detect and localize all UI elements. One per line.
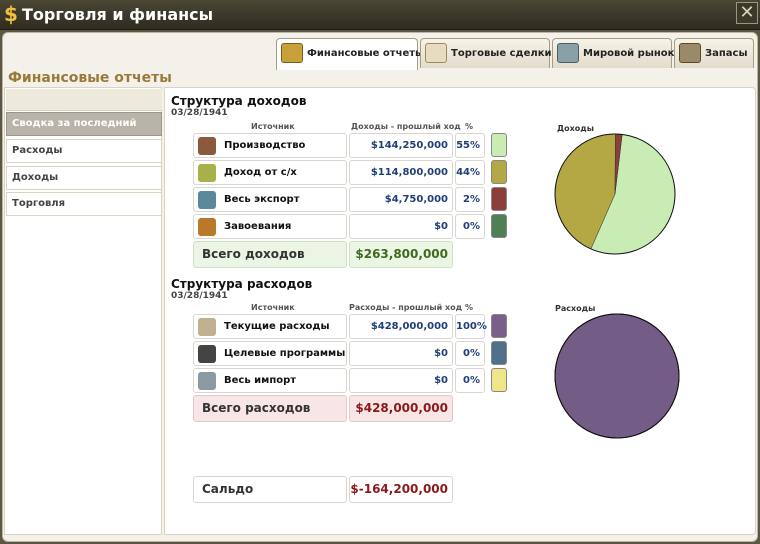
income-row-pct: 44% (455, 160, 485, 185)
expense-total-label: Всего расходов (193, 395, 347, 422)
balance-value: $-164,200,000 (349, 476, 453, 503)
tab-financial-reports[interactable]: Финансовые отчеты (276, 38, 418, 70)
expense-col-value: Расходы - прошлый ход (349, 303, 462, 312)
income-col-value: Доходы - прошлый ход (351, 122, 461, 131)
sidebar-item-last-turn-summary[interactable]: Сводка за последний ход (6, 112, 162, 136)
tab-trade-deals[interactable]: Торговые сделки (420, 38, 550, 68)
income-row-value: $0 (349, 214, 453, 239)
income-total-label: Всего доходов (193, 241, 347, 268)
expense-row-source: Текущие расходы (193, 314, 347, 339)
factory-icon (198, 137, 216, 155)
tab-world-market[interactable]: Мировой рынок (552, 38, 672, 68)
window-title: Торговля и финансы (22, 4, 213, 26)
balance-label: Сальдо (193, 476, 347, 503)
income-row-value: $144,250,000 (349, 133, 453, 158)
expense-col-pct: % (465, 303, 473, 312)
income-row-source: Весь экспорт (193, 187, 347, 212)
expense-title: Структура расходов (171, 277, 312, 291)
money-sack-icon (198, 218, 216, 236)
expense-swatch (491, 368, 507, 392)
export-icon (198, 191, 216, 209)
crate-icon (679, 43, 701, 63)
close-icon: ✕ (739, 2, 754, 23)
money-bag-icon (281, 43, 303, 63)
expense-row-pct: 0% (455, 368, 485, 393)
sidebar-header (6, 89, 162, 111)
income-col-pct: % (465, 122, 473, 131)
income-swatch (491, 133, 507, 157)
sidebar-item-income[interactable]: Доходы (6, 166, 162, 190)
income-row-source: Завоевания (193, 214, 347, 239)
expense-swatch (491, 314, 507, 338)
income-row-pct: 55% (455, 133, 485, 158)
tab-stockpiles[interactable]: Запасы (674, 38, 754, 68)
expense-row-value: $428,000,000 (349, 314, 453, 339)
income-row-pct: 2% (455, 187, 485, 212)
section-heading: Финансовые отчеты (8, 70, 172, 86)
pie-slice (555, 314, 679, 438)
income-swatch (491, 187, 507, 211)
expense-pie-chart (553, 312, 681, 440)
sidebar-item-trade[interactable]: Торговля (6, 192, 162, 216)
hat-icon (198, 345, 216, 363)
expense-row-source: Целевые программы (193, 341, 347, 366)
sidebar-item-expenses[interactable]: Расходы (6, 139, 162, 163)
income-date: 03/28/1941 (171, 108, 228, 118)
wheat-icon (198, 164, 216, 182)
sidebar: Сводка за последний ход Расходы Доходы Т… (4, 87, 162, 535)
income-title: Структура доходов (171, 94, 306, 108)
expense-row-source: Весь импорт (193, 368, 347, 393)
title-bar: $ Торговля и финансы ✕ (0, 0, 760, 30)
expense-row-value: $0 (349, 368, 453, 393)
ship-icon (557, 43, 579, 63)
expense-row-pct: 100% (455, 314, 485, 339)
income-row-source: Доход от с/х (193, 160, 347, 185)
gear-icon (198, 318, 216, 336)
income-row-pct: 0% (455, 214, 485, 239)
expense-row-pct: 0% (455, 341, 485, 366)
expense-row-value: $0 (349, 341, 453, 366)
income-col-source: Источник (251, 122, 295, 131)
income-pie-chart (553, 132, 677, 256)
expense-total-value: $428,000,000 (349, 395, 453, 422)
income-row-source: Производство (193, 133, 347, 158)
dollar-icon: $ (4, 2, 20, 26)
expense-swatch (491, 341, 507, 365)
income-total-value: $263,800,000 (349, 241, 453, 268)
import-icon (198, 372, 216, 390)
expense-col-source: Источник (251, 303, 295, 312)
income-row-value: $114,800,000 (349, 160, 453, 185)
income-swatch (491, 214, 507, 238)
close-button[interactable]: ✕ (736, 2, 758, 24)
expense-date: 03/28/1941 (171, 291, 228, 301)
income-row-value: $4,750,000 (349, 187, 453, 212)
report-content: Структура доходов 03/28/1941 Источник До… (164, 87, 756, 535)
document-icon (425, 43, 447, 63)
income-swatch (491, 160, 507, 184)
